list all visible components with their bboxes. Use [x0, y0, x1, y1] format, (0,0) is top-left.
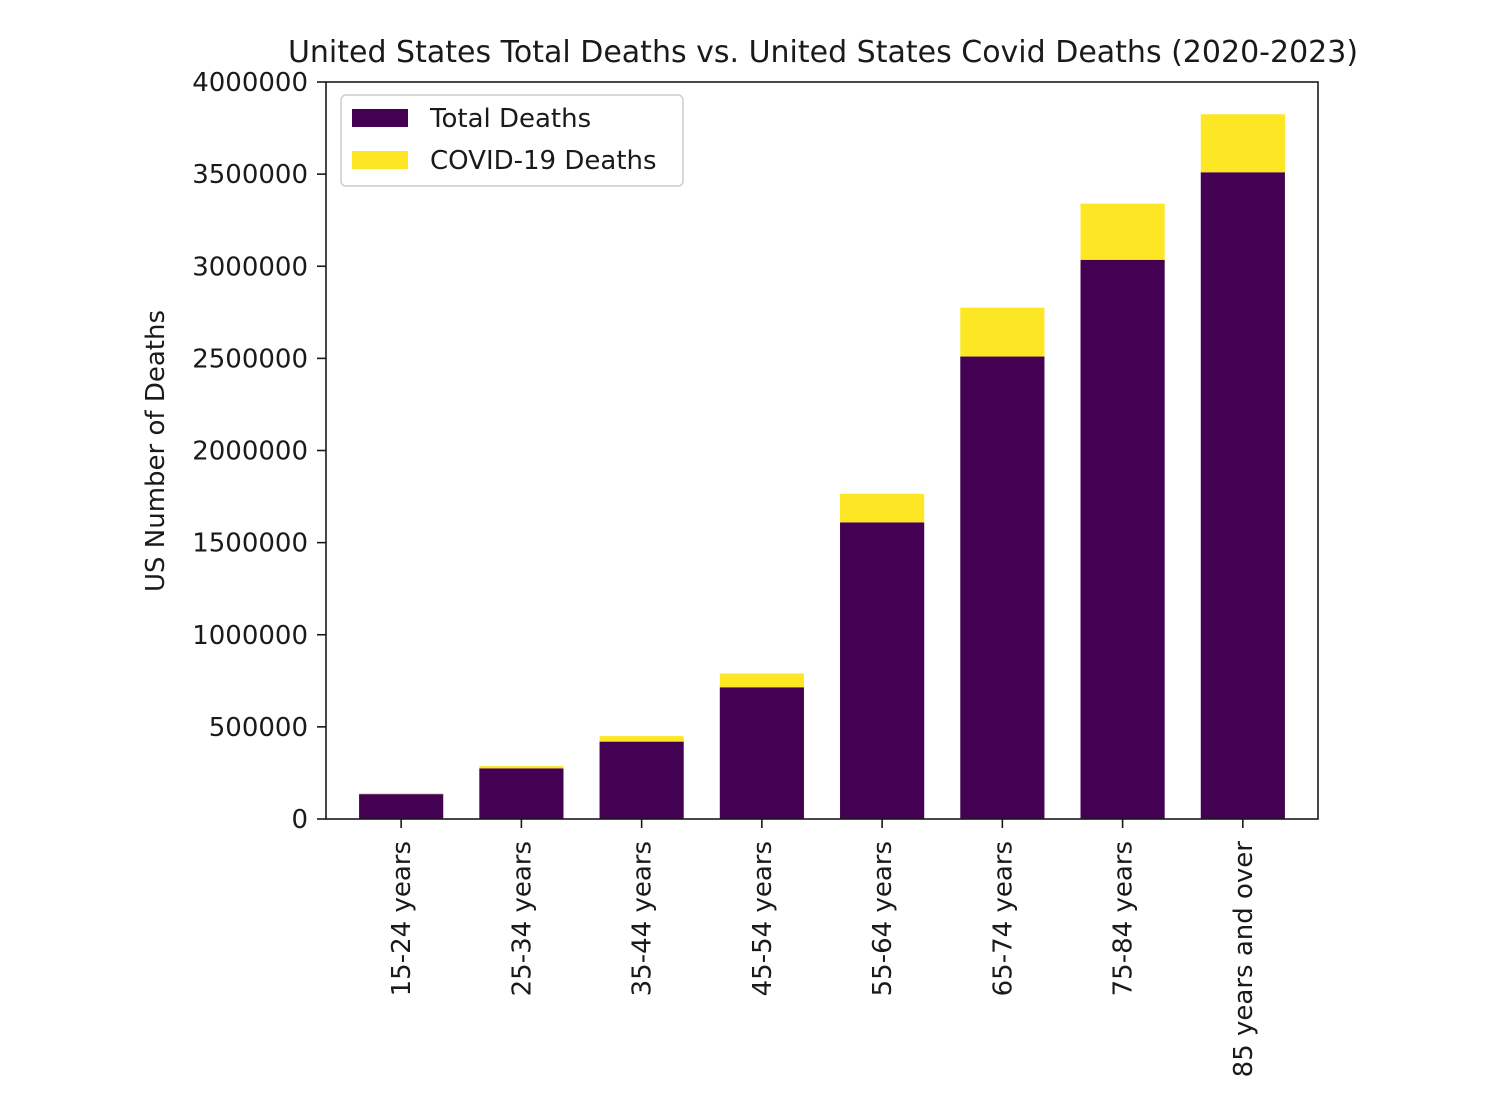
bar-covid-19-deaths [479, 766, 564, 769]
x-tick-label: 85 years and over [1229, 841, 1259, 1078]
y-tick-label: 3500000 [192, 160, 308, 190]
legend-label: Total Deaths [429, 104, 591, 134]
legend-label: COVID-19 Deaths [430, 146, 657, 176]
x-tick-label: 75-84 years [1109, 841, 1139, 996]
y-tick-label: 3000000 [192, 252, 308, 282]
legend-swatch [352, 151, 408, 169]
x-tick-label: 25-34 years [507, 841, 537, 996]
bar-covid-19-deaths [359, 793, 444, 795]
bar-total-deaths [1080, 259, 1165, 819]
y-tick-label: 1500000 [192, 529, 308, 559]
legend-box [340, 94, 684, 187]
y-tick-label: 4000000 [192, 68, 308, 98]
x-tick-label: 35-44 years [628, 841, 658, 996]
y-tick-label: 2500000 [192, 344, 308, 374]
x-tick-label: 45-54 years [748, 841, 778, 996]
x-tick-label: 55-64 years [868, 841, 898, 996]
x-axis: 15-24 years 25-34 years 35-44 years 45-54 y… [387, 819, 1259, 1077]
bar-covid-19-deaths [960, 307, 1045, 357]
plot-area [359, 114, 1285, 820]
bar-total-deaths [719, 687, 804, 819]
bar-total-deaths [599, 741, 684, 819]
y-tick-label: 1000000 [192, 621, 308, 651]
y-tick-label: 0 [291, 805, 308, 835]
bar-covid-19-deaths [840, 493, 925, 523]
bar-total-deaths [359, 794, 444, 819]
y-tick-label: 500000 [209, 713, 308, 743]
bar-total-deaths [1200, 172, 1285, 820]
bar-covid-19-deaths [1200, 114, 1285, 173]
y-axis-label: US Number of Deaths [141, 310, 171, 592]
bar-total-deaths [960, 356, 1045, 819]
bar-total-deaths [840, 522, 925, 819]
bar-covid-19-deaths [719, 673, 804, 688]
x-tick-label: 15-24 years [387, 841, 417, 996]
plot-frame [325, 81, 1319, 820]
bar-covid-19-deaths [1080, 203, 1165, 260]
chart-title: United States Total Deaths vs. United St… [288, 35, 1358, 70]
y-tick-label: 2000000 [192, 437, 308, 467]
legend-swatch [352, 109, 408, 127]
legend: Total Deaths COVID-19 Deaths [340, 94, 684, 187]
x-tick-label: 65-74 years [988, 841, 1018, 996]
y-axis: 0 500000 1000000 1500000 2000000 2500000 30000… [192, 68, 326, 835]
bar-total-deaths [479, 768, 564, 819]
bar-covid-19-deaths [599, 736, 684, 742]
